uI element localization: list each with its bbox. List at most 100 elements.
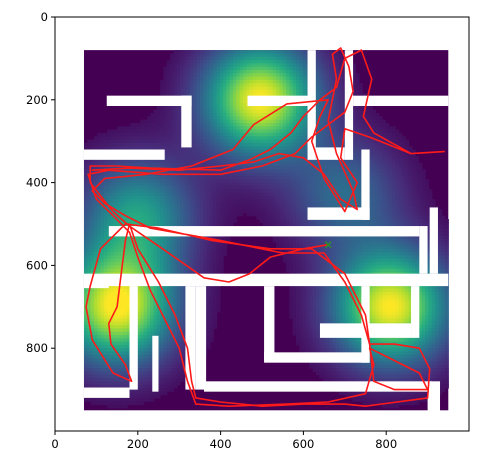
heat-cell — [388, 222, 393, 227]
heat-cell — [156, 119, 161, 124]
heat-cell — [391, 162, 396, 167]
heat-cell — [246, 122, 251, 127]
heat-cell — [305, 195, 310, 200]
heat-cell — [382, 219, 386, 223]
heat-cell — [368, 169, 373, 174]
heat-cell — [335, 195, 340, 200]
heat-cell — [199, 139, 204, 144]
heat-cell — [209, 132, 214, 137]
heat-cell — [213, 149, 218, 154]
heat-cell — [362, 146, 367, 151]
heat-cell — [355, 189, 360, 194]
heat-cell — [342, 79, 347, 84]
heat-cell — [329, 93, 333, 98]
heat-cell — [173, 122, 178, 127]
heat-cell — [295, 182, 300, 187]
heat-cell — [299, 76, 304, 81]
heat-cell — [196, 103, 201, 108]
heat-cell — [325, 129, 330, 134]
heat-cell — [355, 76, 360, 81]
heat-cell — [203, 192, 208, 197]
heat-cell — [368, 106, 373, 111]
heat-cell — [378, 219, 383, 223]
heat-cell — [378, 179, 383, 184]
heat-cell — [339, 63, 343, 68]
heat-cell — [209, 93, 214, 98]
heat-cell — [246, 56, 251, 61]
heat-cell — [242, 76, 247, 81]
heat-cell — [113, 146, 118, 151]
heat-cell — [196, 189, 201, 194]
heat-cell — [269, 156, 274, 161]
heat-cell — [150, 162, 155, 167]
heat-cell — [173, 106, 178, 111]
heat-cell — [289, 122, 294, 127]
heat-cell — [269, 212, 274, 217]
heat-cell — [299, 60, 304, 64]
heat-cell — [378, 189, 383, 194]
heat-cell — [223, 69, 227, 74]
heat-cell — [282, 146, 287, 151]
heat-cell — [186, 156, 191, 161]
heat-cell — [226, 169, 231, 174]
heat-cell — [163, 209, 168, 214]
heat-cell — [385, 182, 390, 187]
heat-cell — [368, 172, 373, 177]
heat-cell — [388, 182, 393, 187]
heat-cell — [219, 76, 224, 81]
heat-cell — [150, 189, 155, 194]
heat-cell — [123, 126, 128, 131]
heat-cell — [365, 238, 370, 243]
heat-cell — [87, 215, 92, 220]
heat-cell — [398, 179, 403, 184]
heat-cell — [150, 199, 155, 204]
heat-cell — [176, 195, 181, 200]
heat-cell — [322, 162, 327, 167]
heat-cell — [153, 162, 158, 167]
heat-cell — [87, 146, 92, 151]
heat-cell — [236, 175, 241, 180]
heat-cell — [223, 136, 227, 141]
heat-cell — [388, 152, 393, 157]
heat-cell — [246, 109, 251, 114]
heat-cell — [239, 60, 244, 64]
heat-cell — [206, 116, 211, 121]
heat-cell — [216, 156, 221, 161]
heat-cell — [325, 86, 330, 91]
heat-cell — [150, 219, 155, 223]
heat-cell — [355, 132, 360, 137]
heat-cell — [236, 53, 241, 58]
heat-cell — [345, 235, 350, 240]
heat-cell — [272, 113, 277, 117]
heat-cell — [388, 159, 393, 164]
heat-cell — [249, 132, 254, 137]
heat-cell — [322, 116, 327, 121]
heat-cell — [372, 185, 377, 190]
heat-cell — [339, 73, 343, 78]
heat-cell — [136, 136, 141, 141]
heat-cell — [266, 175, 271, 180]
heat-cell — [87, 222, 92, 227]
heat-cell — [199, 219, 204, 223]
heat-cell — [209, 159, 214, 164]
heat-cell — [358, 126, 363, 131]
heat-cell — [196, 162, 201, 167]
heat-cell — [199, 162, 204, 167]
heat-cell — [229, 132, 234, 137]
heat-cell — [199, 202, 204, 207]
heat-cell — [388, 136, 393, 141]
heat-cell — [93, 139, 98, 144]
heat-cell — [292, 219, 297, 223]
heat-cell — [315, 179, 320, 184]
heat-cell — [146, 242, 151, 247]
heat-cell — [322, 185, 327, 190]
heat-cell — [136, 192, 141, 197]
heat-cell — [193, 116, 198, 121]
heat-cell — [176, 175, 181, 180]
heat-cell — [342, 50, 347, 55]
heat-cell — [259, 192, 264, 197]
heat-cell — [176, 162, 181, 167]
heat-cell — [189, 215, 194, 220]
heat-cell — [176, 109, 181, 114]
heat-cell — [160, 222, 165, 227]
